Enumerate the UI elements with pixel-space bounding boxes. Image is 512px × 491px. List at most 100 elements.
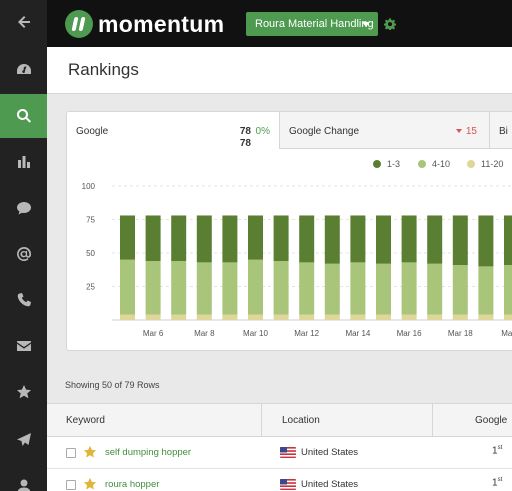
bar-segment-4-10 xyxy=(478,266,494,315)
bar-segment-11-20 xyxy=(504,314,512,320)
sidebar-item-messages[interactable] xyxy=(0,186,47,230)
sidebar-item-reports[interactable] xyxy=(0,140,47,184)
tab-bing[interactable]: Bi xyxy=(489,112,512,149)
bar-segment-1-3 xyxy=(145,215,161,262)
rows-count: Showing 50 of 79 Rows xyxy=(65,380,160,390)
column-divider xyxy=(261,404,262,437)
column-header-keyword[interactable]: Keyword xyxy=(66,415,105,426)
bar-segment-11-20 xyxy=(401,314,417,320)
y-tick-label: 100 xyxy=(82,182,96,191)
bar-segment-4-10 xyxy=(452,265,468,315)
tab-google[interactable]: Google 78 0% 78 xyxy=(67,112,279,149)
google-rank: 1st xyxy=(492,477,502,488)
x-tick-label: Mar 14 xyxy=(345,329,370,338)
bar-segment-11-20 xyxy=(196,314,212,320)
back-arrow-icon xyxy=(17,16,30,28)
logo[interactable]: momentum xyxy=(65,10,224,38)
tab-google-label: Google xyxy=(76,126,109,137)
column-header-google[interactable]: Google xyxy=(475,415,508,426)
x-tick-label: Mar 6 xyxy=(143,329,164,338)
tab-bing-label: Bi xyxy=(499,126,508,137)
table-row: self dumping hopper United States 1st xyxy=(47,437,512,469)
bar-segment-1-3 xyxy=(478,215,494,267)
bar-segment-4-10 xyxy=(171,261,187,315)
bar-segment-4-10 xyxy=(120,259,135,315)
star-icon xyxy=(16,385,31,399)
column-header-location[interactable]: Location xyxy=(282,415,320,426)
tab-google-value: 78 xyxy=(239,126,251,137)
legend-item-11-20[interactable]: 11-20 xyxy=(467,159,503,169)
chat-bubble-icon xyxy=(16,202,31,215)
bar-segment-11-20 xyxy=(145,314,161,320)
legend-item-1-3[interactable]: 1-3 xyxy=(373,159,400,169)
bar-segment-1-3 xyxy=(401,215,417,263)
sidebar-item-search[interactable] xyxy=(0,94,47,138)
settings-button[interactable] xyxy=(384,17,396,30)
gear-icon xyxy=(384,18,396,30)
bar-segment-11-20 xyxy=(478,314,494,320)
bar-segment-1-3 xyxy=(248,215,263,260)
us-flag-icon xyxy=(280,447,296,458)
bar-segment-4-10 xyxy=(401,262,417,315)
sidebar-item-account[interactable] xyxy=(0,464,47,491)
bar-segment-11-20 xyxy=(452,314,468,320)
sidebar-item-send[interactable] xyxy=(0,418,47,462)
sidebar-item-dashboard[interactable] xyxy=(0,48,47,92)
bar-segment-1-3 xyxy=(196,215,212,263)
envelope-icon xyxy=(16,341,31,351)
y-tick-label: 25 xyxy=(86,283,95,292)
legend-dot xyxy=(418,160,426,168)
x-tick-label: Mar 16 xyxy=(397,329,422,338)
x-tick-label: Mar 10 xyxy=(243,329,268,338)
sidebar-item-calls[interactable] xyxy=(0,278,47,322)
sidebar-item-mentions[interactable] xyxy=(0,232,47,276)
sidebar-item-back[interactable] xyxy=(0,0,47,44)
bar-segment-1-3 xyxy=(350,215,366,263)
legend-dot xyxy=(467,160,475,168)
favorite-toggle[interactable] xyxy=(83,477,97,491)
keyword-link[interactable]: self dumping hopper xyxy=(105,447,192,458)
user-icon xyxy=(17,479,30,491)
legend-label: 4-10 xyxy=(432,159,451,169)
bar-segment-1-3 xyxy=(222,215,238,263)
table-row: roura hopper United States 1st xyxy=(47,469,512,491)
logo-text: momentum xyxy=(98,10,225,37)
change-value-text: 15 xyxy=(465,126,477,137)
bar-segment-1-3 xyxy=(324,215,340,264)
column-divider xyxy=(432,404,433,437)
bar-segment-11-20 xyxy=(248,314,263,320)
client-select[interactable]: Roura Material Handling xyxy=(246,12,378,36)
bar-segment-4-10 xyxy=(427,263,443,315)
star-icon xyxy=(83,445,97,458)
tab-google-change[interactable]: Google Change 15 xyxy=(279,112,489,149)
top-bar: momentum Roura Material Handling xyxy=(47,0,512,47)
bar-segment-4-10 xyxy=(376,263,391,315)
row-checkbox[interactable] xyxy=(66,480,76,490)
keyword-link[interactable]: roura hopper xyxy=(105,479,160,490)
bar-segment-11-20 xyxy=(222,314,238,320)
bar-segment-11-20 xyxy=(273,314,289,320)
bar-segment-4-10 xyxy=(196,262,212,315)
sidebar-item-email[interactable] xyxy=(0,324,47,368)
legend-item-4-10[interactable]: 4-10 xyxy=(418,159,450,169)
page-title: Rankings xyxy=(68,60,139,79)
bar-segment-4-10 xyxy=(248,259,263,315)
tab-google-change-label: Google Change xyxy=(289,126,360,137)
tab-google-change-value: 15 xyxy=(455,126,477,137)
search-icon xyxy=(16,108,31,123)
x-tick-label: Mar 12 xyxy=(294,329,319,338)
bar-segment-1-3 xyxy=(273,215,289,262)
bar-segment-11-20 xyxy=(120,314,135,320)
location-text: United States xyxy=(301,479,359,490)
x-tick-label: Mar 8 xyxy=(194,329,215,338)
sidebar-item-reviews[interactable] xyxy=(0,370,47,414)
favorite-toggle[interactable] xyxy=(83,445,97,459)
bar-segment-1-3 xyxy=(171,215,187,262)
bar-segment-1-3 xyxy=(504,215,512,266)
row-checkbox[interactable] xyxy=(66,448,76,458)
logo-mark-icon xyxy=(65,10,93,38)
keywords-table: Keyword Location Google self dumping hop… xyxy=(47,403,512,491)
legend-label: 1-3 xyxy=(387,159,401,169)
rank-value: 1 xyxy=(492,477,498,489)
bar-segment-4-10 xyxy=(273,261,289,315)
